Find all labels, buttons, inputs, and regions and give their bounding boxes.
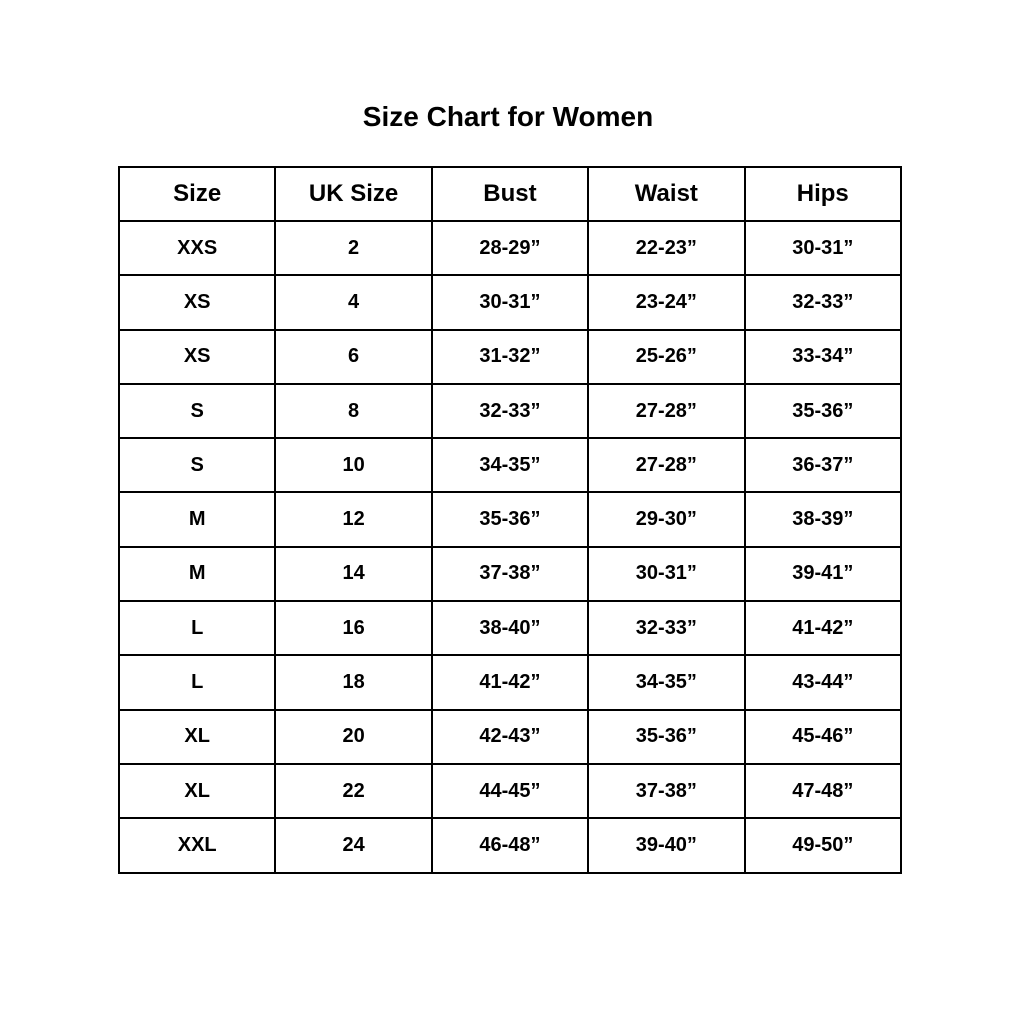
cell-hips: 41-42” bbox=[743, 600, 903, 657]
cell-uk-size: 14 bbox=[274, 545, 433, 603]
table-row: M 14 37-38” 30-31” 39-41” bbox=[117, 545, 903, 603]
cell-size: S bbox=[117, 437, 277, 494]
cell-uk-size: 6 bbox=[274, 328, 433, 385]
table-row: XL 22 44-45” 37-38” 47-48” bbox=[117, 762, 903, 820]
table-row: XS 6 31-32” 25-26” 33-34” bbox=[117, 328, 903, 385]
cell-uk-size: 22 bbox=[274, 762, 433, 820]
table-row: XXL 24 46-48” 39-40” 49-50” bbox=[117, 817, 903, 874]
cell-hips: 35-36” bbox=[743, 382, 903, 440]
cell-size: L bbox=[117, 600, 277, 657]
cell-waist: 39-40” bbox=[587, 817, 746, 874]
cell-size: S bbox=[117, 382, 277, 440]
cell-waist: 34-35” bbox=[587, 654, 746, 711]
table-row: XL 20 42-43” 35-36” 45-46” bbox=[117, 708, 903, 765]
cell-waist: 35-36” bbox=[587, 708, 746, 765]
cell-hips: 38-39” bbox=[743, 491, 903, 548]
cell-waist: 29-30” bbox=[587, 491, 746, 548]
cell-hips: 30-31” bbox=[743, 219, 903, 277]
table-row: S 10 34-35” 27-28” 36-37” bbox=[117, 437, 903, 494]
cell-bust: 37-38” bbox=[430, 545, 590, 603]
header-bust: Bust bbox=[430, 166, 590, 222]
cell-size: XL bbox=[117, 762, 277, 820]
cell-hips: 43-44” bbox=[743, 654, 903, 711]
cell-uk-size: 24 bbox=[274, 817, 433, 874]
cell-uk-size: 8 bbox=[274, 382, 433, 440]
cell-bust: 31-32” bbox=[430, 328, 590, 385]
cell-uk-size: 10 bbox=[274, 437, 433, 494]
cell-hips: 47-48” bbox=[743, 762, 903, 820]
header-uk-size: UK Size bbox=[274, 166, 433, 222]
cell-hips: 49-50” bbox=[743, 817, 903, 874]
cell-bust: 42-43” bbox=[430, 708, 590, 765]
cell-size: L bbox=[117, 654, 277, 711]
cell-bust: 41-42” bbox=[430, 654, 590, 711]
cell-waist: 22-23” bbox=[587, 219, 746, 277]
cell-uk-size: 18 bbox=[274, 654, 433, 711]
header-waist: Waist bbox=[587, 166, 746, 222]
cell-waist: 27-28” bbox=[587, 437, 746, 494]
cell-size: M bbox=[117, 545, 277, 603]
cell-bust: 32-33” bbox=[430, 382, 590, 440]
cell-waist: 23-24” bbox=[587, 274, 746, 331]
table-row: L 18 41-42” 34-35” 43-44” bbox=[117, 654, 903, 711]
page-title: Size Chart for Women bbox=[362, 101, 654, 132]
cell-size: XXL bbox=[117, 817, 277, 874]
table-row: XXS 2 28-29” 22-23” 30-31” bbox=[117, 219, 903, 277]
cell-uk-size: 4 bbox=[274, 274, 433, 331]
table-row: M 12 35-36” 29-30” 38-39” bbox=[117, 491, 903, 548]
cell-hips: 36-37” bbox=[743, 437, 903, 494]
cell-bust: 44-45” bbox=[430, 762, 590, 820]
cell-waist: 25-26” bbox=[587, 328, 746, 385]
cell-waist: 30-31” bbox=[587, 545, 746, 603]
header-row: Size UK Size Bust Waist Hips bbox=[117, 166, 903, 222]
cell-hips: 39-41” bbox=[743, 545, 903, 603]
cell-bust: 28-29” bbox=[430, 219, 590, 277]
cell-bust: 46-48” bbox=[430, 817, 590, 874]
cell-uk-size: 20 bbox=[274, 708, 433, 765]
cell-size: XL bbox=[117, 708, 277, 765]
header-hips: Hips bbox=[743, 166, 903, 222]
table-row: XS 4 30-31” 23-24” 32-33” bbox=[117, 274, 903, 331]
cell-uk-size: 2 bbox=[274, 219, 433, 277]
cell-hips: 33-34” bbox=[743, 328, 903, 385]
cell-waist: 37-38” bbox=[587, 762, 746, 820]
cell-hips: 32-33” bbox=[743, 274, 903, 331]
cell-uk-size: 12 bbox=[274, 491, 433, 548]
size-chart-table: Size UK Size Bust Waist Hips XXS 2 28-29” 2… bbox=[117, 166, 903, 874]
cell-size: XS bbox=[117, 274, 277, 331]
header-size: Size bbox=[117, 166, 277, 222]
cell-bust: 38-40” bbox=[430, 600, 590, 657]
cell-size: XS bbox=[117, 328, 277, 385]
cell-uk-size: 16 bbox=[274, 600, 433, 657]
table-row: L 16 38-40” 32-33” 41-42” bbox=[117, 600, 903, 657]
cell-bust: 34-35” bbox=[430, 437, 590, 494]
cell-waist: 32-33” bbox=[587, 600, 746, 657]
cell-size: XXS bbox=[117, 219, 277, 277]
cell-bust: 35-36” bbox=[430, 491, 590, 548]
cell-size: M bbox=[117, 491, 277, 548]
table-row: S 8 32-33” 27-28” 35-36” bbox=[117, 382, 903, 440]
cell-bust: 30-31” bbox=[430, 274, 590, 331]
cell-waist: 27-28” bbox=[587, 382, 746, 440]
cell-hips: 45-46” bbox=[743, 708, 903, 765]
